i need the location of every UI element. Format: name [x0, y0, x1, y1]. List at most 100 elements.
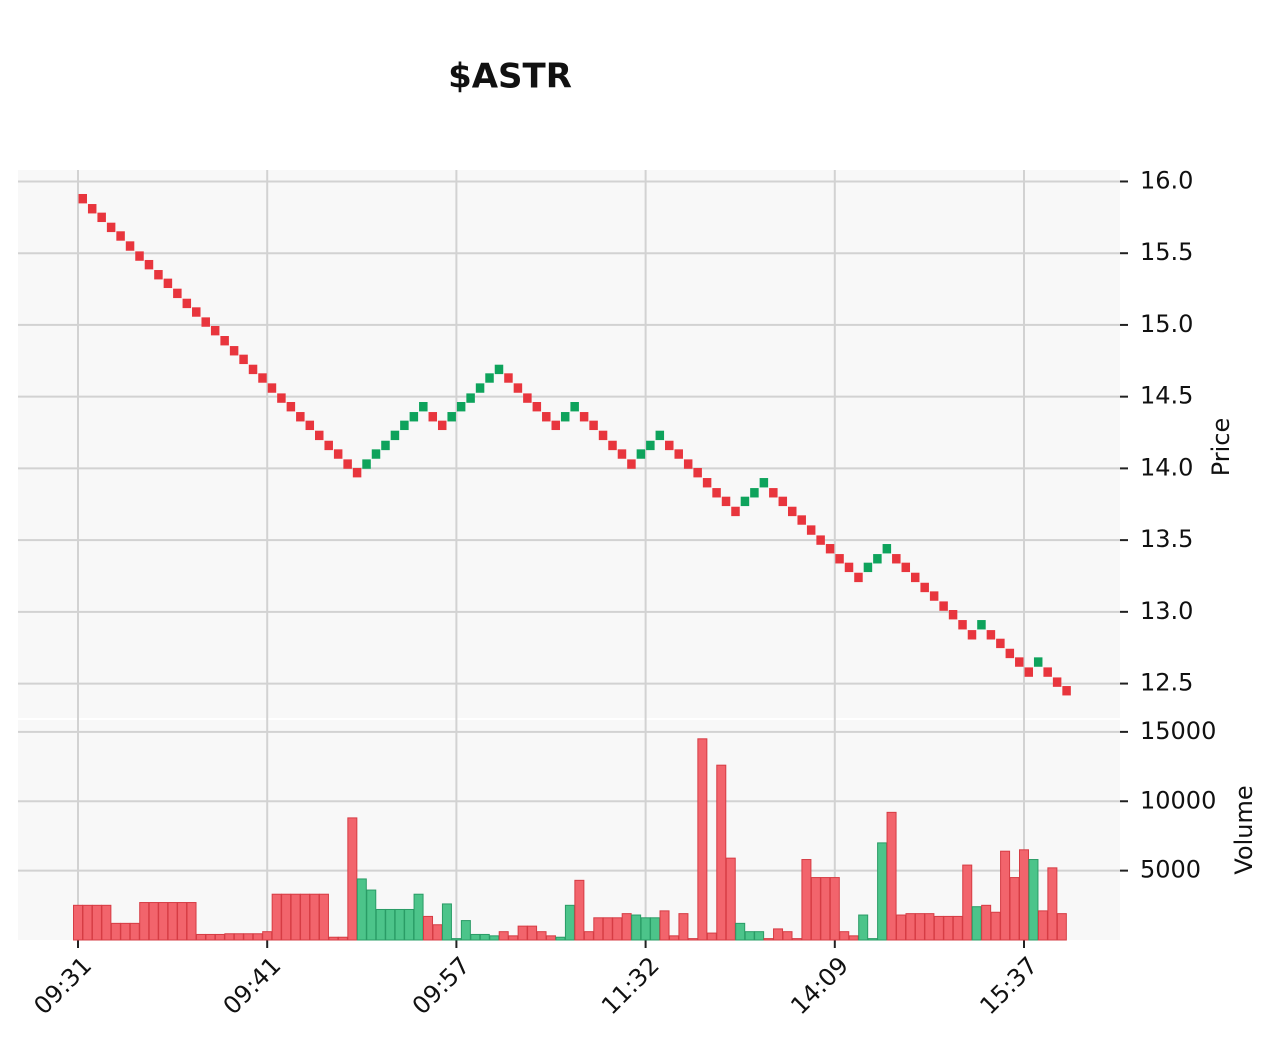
volume-bar — [404, 908, 415, 941]
volume-bar — [394, 908, 405, 941]
renko-brick — [315, 430, 324, 441]
renko-brick — [106, 222, 116, 233]
volume-bar — [498, 931, 509, 941]
volume-bar — [1037, 910, 1048, 941]
volume-bar — [375, 908, 386, 941]
volume-bar — [139, 902, 150, 941]
renko-brick — [570, 402, 579, 412]
renko-brick — [173, 288, 182, 299]
renko-brick — [560, 412, 570, 422]
volume-bar — [129, 922, 140, 941]
renko-brick — [986, 630, 996, 640]
volume-bar — [262, 931, 273, 941]
renko-brick — [362, 459, 371, 469]
volume-bar — [195, 933, 206, 941]
volume-bar — [224, 933, 235, 941]
renko-brick — [683, 459, 693, 469]
renko-brick — [447, 412, 456, 422]
volume-bar — [877, 842, 888, 941]
volume-bar — [791, 938, 802, 941]
y-tick-label: 10000 — [1140, 786, 1216, 814]
volume-bar — [1019, 849, 1029, 941]
x-tick-label: 11:32 — [596, 951, 665, 1020]
renko-brick — [428, 412, 438, 422]
y-tick-label: 13.5 — [1140, 525, 1193, 553]
y-tick-label: 14.5 — [1140, 382, 1193, 410]
volume-bar — [668, 935, 679, 941]
volume-bar — [205, 933, 216, 941]
volume-bar — [886, 811, 897, 941]
volume-bar — [678, 913, 689, 941]
volume-bar — [952, 915, 963, 941]
renko-brick — [475, 383, 485, 393]
renko-brick — [977, 620, 986, 630]
volume-bar — [650, 917, 661, 941]
renko-brick — [437, 420, 447, 431]
renko-brick — [277, 393, 286, 403]
renko-brick — [333, 449, 343, 459]
renko-brick — [731, 506, 740, 517]
renko-brick — [948, 610, 958, 620]
renko-brick — [229, 346, 239, 356]
renko-brick — [163, 278, 173, 289]
y-tick-label: 14.0 — [1140, 453, 1193, 481]
x-tick-label: 09:41 — [218, 951, 287, 1020]
volume-bar — [924, 913, 935, 941]
volume-bar — [744, 931, 755, 941]
renko-brick — [210, 325, 220, 336]
renko-brick — [248, 364, 258, 375]
renko-brick — [78, 193, 87, 204]
renko-brick — [958, 620, 967, 630]
renko-brick — [97, 212, 106, 223]
chart-title: $ASTR — [448, 57, 572, 97]
volume-bar — [347, 817, 358, 941]
volume-bar — [318, 893, 329, 941]
renko-brick — [920, 582, 929, 593]
volume-bar — [300, 893, 311, 941]
renko-brick — [844, 562, 854, 573]
volume-bar — [773, 928, 784, 941]
volume-bar — [735, 922, 746, 941]
volume-bar — [281, 893, 292, 941]
renko-brick — [646, 440, 655, 451]
renko-brick — [579, 412, 589, 422]
renko-brick — [825, 544, 835, 554]
volume-bar — [820, 877, 831, 941]
volume-bar — [167, 902, 178, 941]
renko-brick — [873, 554, 882, 564]
renko-brick — [996, 638, 1005, 649]
renko-brick — [892, 554, 901, 564]
volume-bar — [517, 925, 528, 941]
volume-bar — [839, 931, 850, 941]
volume-bar — [432, 924, 443, 941]
volume-bar — [914, 913, 925, 941]
volume-bar — [801, 859, 812, 941]
renko-brick — [542, 412, 551, 422]
volume-bar — [479, 933, 490, 941]
volume-bar — [527, 925, 538, 941]
renko-brick — [1015, 657, 1024, 667]
volume-bar — [177, 902, 188, 941]
volume-bar — [337, 936, 348, 941]
volume-bar — [460, 920, 471, 941]
volume-bar — [687, 938, 698, 941]
volume-bar — [110, 922, 121, 941]
volume-bar — [574, 879, 585, 941]
renko-brick — [390, 430, 400, 441]
volume-bar — [829, 877, 840, 941]
volume-bar — [659, 910, 670, 941]
volume-bar — [290, 893, 301, 941]
volume-bar — [943, 915, 954, 941]
volume-bar — [858, 914, 869, 941]
volume-bar — [555, 936, 566, 941]
renko-brick — [324, 440, 333, 451]
y-tick-label: 15000 — [1140, 717, 1216, 745]
volume-bar — [441, 903, 452, 941]
volume-bar — [73, 904, 83, 941]
volume-bar — [810, 877, 821, 941]
volume-bar — [1047, 867, 1058, 941]
volume-bar — [243, 933, 254, 941]
renko-brick — [135, 251, 144, 261]
renko-brick — [419, 402, 428, 412]
